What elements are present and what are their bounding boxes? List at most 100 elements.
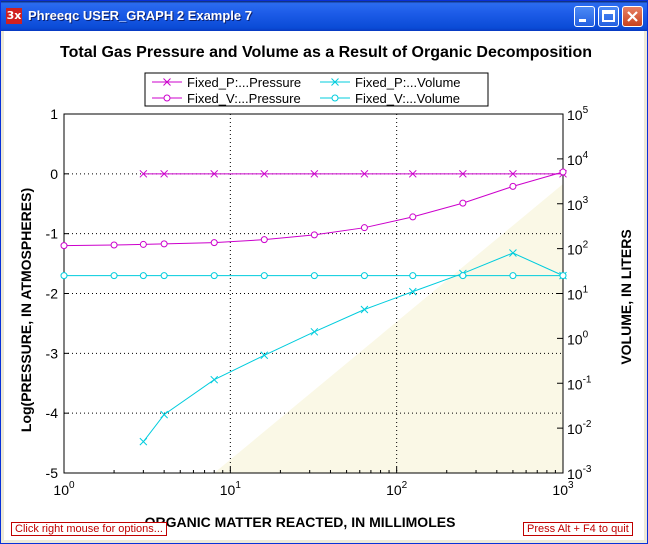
y-tick-label: -3 — [46, 345, 59, 361]
series-3 — [139, 249, 567, 446]
data-point — [110, 241, 118, 249]
data-point — [360, 169, 369, 178]
y2-tick-label: 10-2 — [567, 419, 592, 437]
legend-label: Fixed_P:...Volume — [355, 75, 461, 90]
data-point — [509, 169, 517, 178]
y2-tick-label: 105 — [567, 105, 589, 123]
data-point — [459, 169, 467, 178]
data-point — [310, 169, 319, 178]
data-point — [260, 169, 269, 178]
legend-item[interactable]: Fixed_P:...Volume — [320, 75, 461, 90]
y2-tick-label: 101 — [567, 285, 589, 303]
y2-tick-label: 10-1 — [567, 374, 592, 392]
x-tick-label: 100 — [53, 480, 75, 498]
y-tick-label: 1 — [50, 106, 58, 122]
series-1 — [139, 169, 567, 178]
shaded-region — [214, 184, 563, 473]
data-point — [408, 287, 417, 296]
legend-marker — [163, 94, 171, 102]
data-point — [310, 327, 319, 336]
minimize-button[interactable] — [574, 6, 595, 27]
data-point — [160, 169, 168, 178]
legend-label: Fixed_V:...Volume — [355, 91, 460, 106]
legend-label: Fixed_P:...Pressure — [187, 75, 301, 90]
y-tick-label: -5 — [46, 465, 59, 481]
data-point — [139, 437, 148, 446]
data-point — [160, 240, 168, 248]
right-click-hint: Click right mouse for options... — [11, 522, 167, 536]
y2-tick-label: 104 — [567, 150, 589, 168]
data-point — [60, 272, 68, 280]
title-bar[interactable]: 3x Phreeqc USER_GRAPH 2 Example 7 — [1, 1, 647, 31]
phreeqc-app-icon[interactable]: 3x — [6, 8, 22, 24]
data-point — [260, 351, 269, 360]
series-line — [63, 171, 564, 247]
data-point — [139, 272, 147, 280]
y2-tick-label: 103 — [567, 195, 589, 213]
y-tick-label: 0 — [50, 166, 58, 182]
legend-item[interactable]: Fixed_V:...Pressure — [152, 91, 301, 106]
y-tick-label: -4 — [46, 405, 59, 421]
data-series — [60, 168, 567, 446]
data-point — [310, 231, 318, 239]
data-point — [459, 272, 467, 280]
y2-tick-label: 10-3 — [567, 464, 592, 482]
chart-title: Total Gas Pressure and Volume as a Resul… — [60, 44, 592, 61]
data-point — [110, 272, 118, 280]
series-2 — [60, 168, 567, 250]
x-axis-label: ORGANIC MATTER REACTED, IN MILLIMOLES — [145, 514, 456, 530]
data-point — [139, 169, 148, 178]
data-point — [260, 272, 268, 280]
x-tick-label: 101 — [220, 480, 242, 498]
data-point — [409, 272, 417, 280]
data-point — [310, 272, 318, 280]
quit-hint: Press Alt + F4 to quit — [523, 522, 633, 536]
series-line — [142, 252, 564, 442]
legend-label: Fixed_V:...Pressure — [187, 91, 301, 106]
legend-box — [144, 72, 489, 107]
data-point — [509, 182, 517, 190]
minimize-icon — [579, 19, 586, 22]
y-axis-label: Log(PRESSURE, IN ATMOSPHERES) — [18, 188, 34, 432]
legend-item[interactable]: Fixed_V:...Volume — [320, 91, 460, 106]
y2-tick-label: 102 — [567, 240, 589, 258]
legend-marker — [331, 94, 339, 102]
series-4 — [60, 272, 567, 280]
data-point — [409, 213, 417, 221]
maximize-icon — [602, 10, 615, 22]
graph-area[interactable]: 1 0 -1 -2 -3 -4 -5 100 101 102 103 105 104 103 102 101 1… — [4, 31, 644, 540]
window-title: Phreeqc USER_GRAPH 2 Example 7 — [28, 8, 252, 23]
y-tick-label: -2 — [46, 286, 59, 302]
data-point — [559, 168, 567, 176]
maximize-button[interactable] — [598, 6, 619, 27]
close-icon — [627, 11, 638, 22]
data-point — [210, 272, 218, 280]
legend-marker — [331, 78, 339, 86]
data-point — [360, 224, 368, 232]
x-tick-label: 103 — [552, 480, 574, 498]
data-point — [260, 236, 268, 244]
data-point — [408, 169, 417, 178]
y-tick-label: -1 — [46, 226, 59, 242]
legend-item[interactable]: Fixed_P:...Pressure — [152, 75, 301, 90]
data-point — [559, 272, 567, 280]
legend-marker — [163, 78, 171, 86]
data-point — [210, 169, 219, 178]
data-point — [160, 272, 168, 280]
data-point — [160, 410, 168, 419]
data-point — [360, 272, 368, 280]
data-point — [360, 305, 369, 314]
data-point — [509, 249, 517, 257]
data-point — [210, 239, 218, 247]
y2-tick-label: 100 — [567, 329, 589, 347]
x-tick-label: 102 — [386, 480, 408, 498]
data-point — [60, 242, 68, 250]
data-point — [139, 240, 147, 248]
y2-axis-label: VOLUME, IN LITERS — [618, 229, 634, 364]
data-point — [210, 375, 219, 384]
close-button[interactable] — [622, 6, 643, 27]
